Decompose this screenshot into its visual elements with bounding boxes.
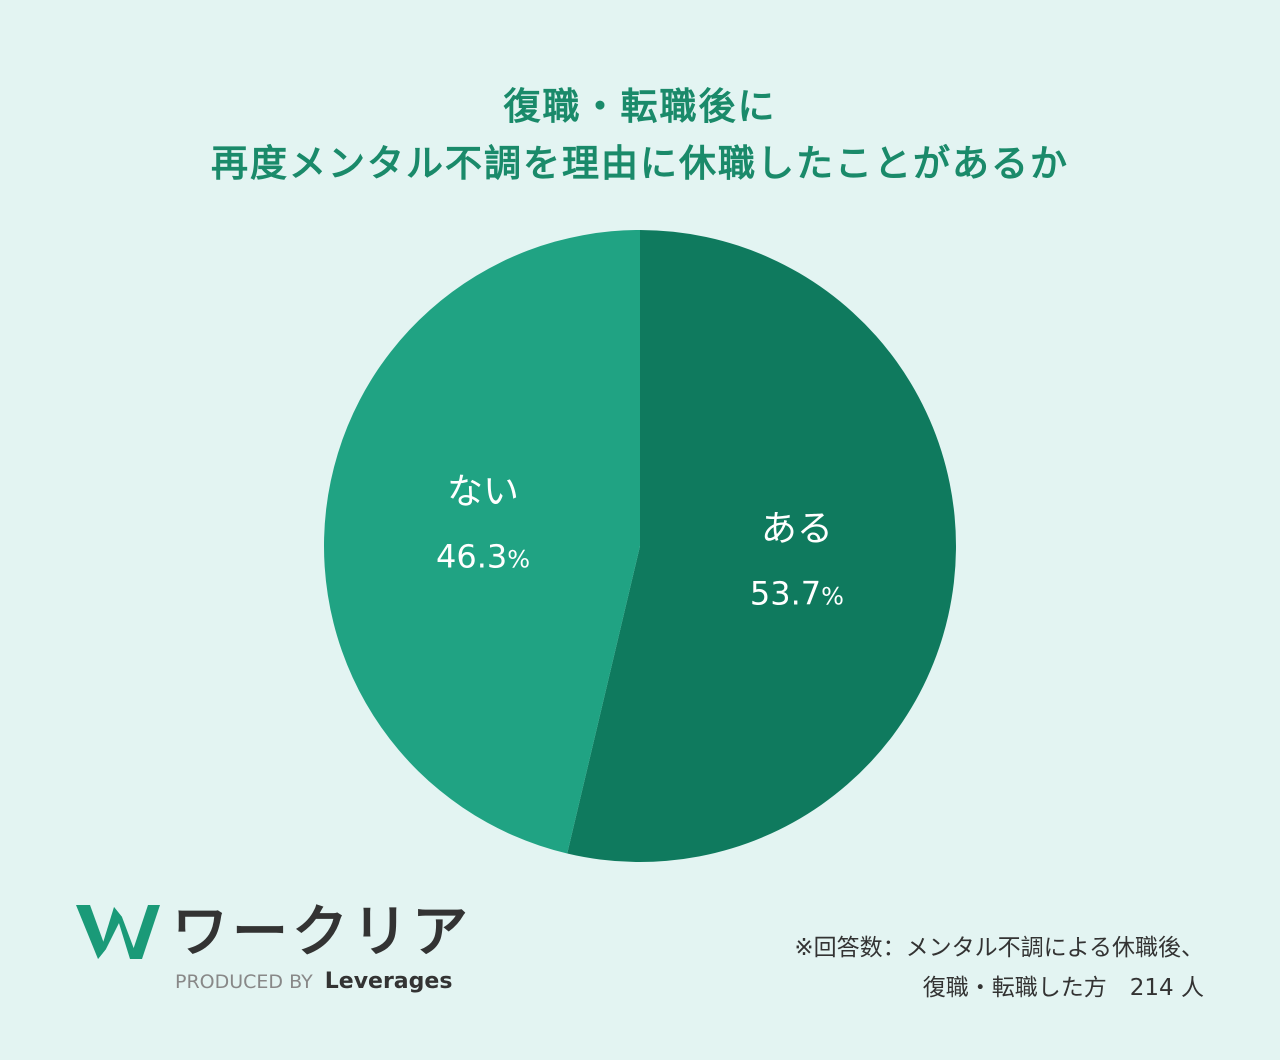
workclear-logo: ワークリア PRODUCED BY Leverages: [76, 893, 476, 1003]
pie-slice-2: [323, 229, 640, 854]
slice-value-2: 46.3%: [436, 538, 530, 576]
note-line-1: ※回答数：メンタル不調による休職後、: [794, 935, 1204, 961]
brand-name: Leverages: [324, 969, 453, 994]
note-line-2: 復職・転職した方 214 人: [922, 975, 1204, 1001]
slice-label-2: ない: [447, 472, 519, 513]
chart-title: 復職・転職後に 再度メンタル不調を理由に休職したことがあるか: [0, 78, 1280, 192]
pie-slice-1: [567, 230, 956, 862]
chart-title-line1: 復職・転職後に: [503, 85, 777, 128]
produced-by-label: PRODUCED BY: [175, 971, 313, 993]
response-note: ※回答数：メンタル不調による休職後、 復職・転職した方 214 人: [794, 928, 1204, 1008]
w-logo-icon: [76, 905, 160, 959]
produced-by-line: PRODUCED BY Leverages: [175, 969, 452, 994]
logo-text: ワークリア: [172, 900, 472, 965]
slice-label-1: ある: [761, 508, 833, 549]
slice-value-1: 53.7%: [750, 574, 844, 612]
chart-title-line2: 再度メンタル不調を理由に休職したことがあるか: [211, 142, 1069, 185]
